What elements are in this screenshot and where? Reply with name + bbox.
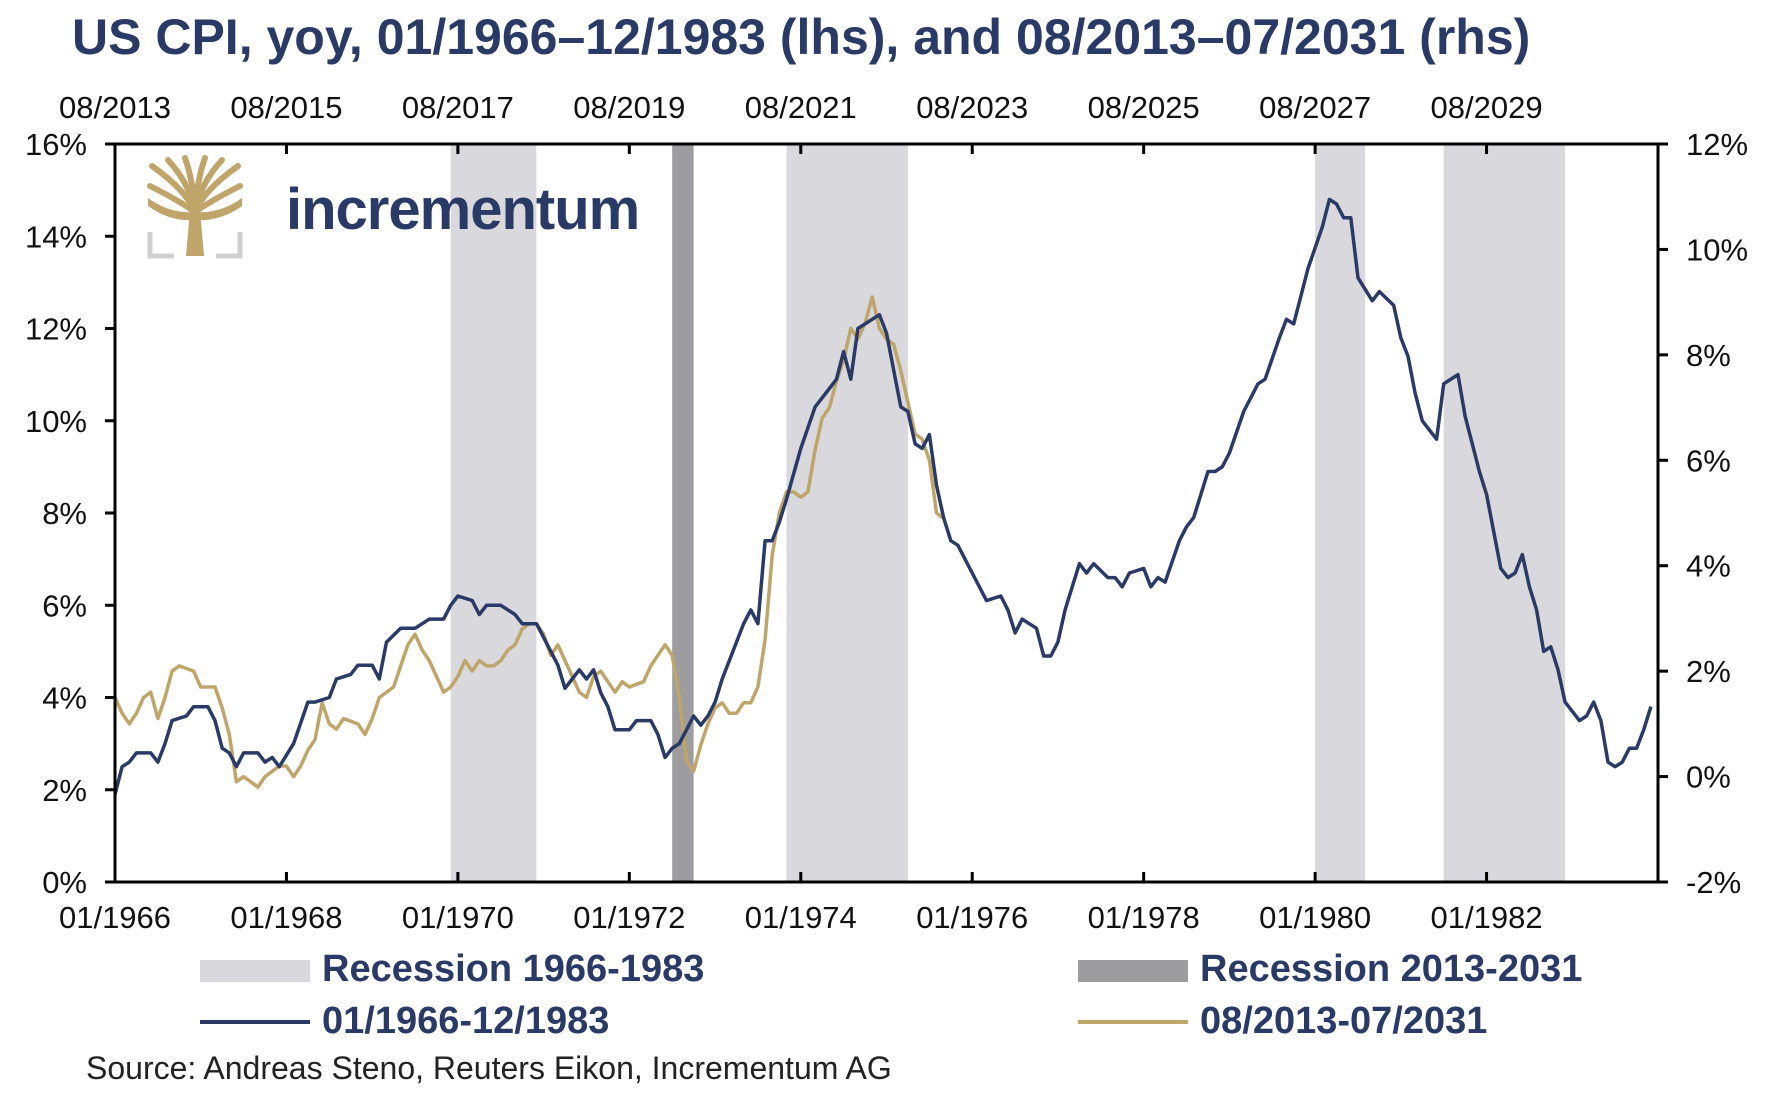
logo-wordmark: incrementum — [286, 177, 640, 242]
recession-band-4 — [1443, 144, 1566, 882]
y-left-tick-label: 6% — [42, 588, 87, 623]
y-right-tick-label: 4% — [1686, 549, 1731, 584]
y-left-tick-label: 2% — [42, 773, 87, 808]
x-top-tick-label: 08/2013 — [59, 90, 171, 125]
legend-label-recession-1966-1983: Recession 1966-1983 — [322, 948, 705, 990]
legend-swatch-series-2013-2031 — [1078, 1020, 1188, 1024]
x-bottom-tick-label: 01/1968 — [230, 900, 342, 935]
y-right-tick-label: 10% — [1686, 232, 1748, 267]
legend-swatch-series-1966-1983 — [200, 1020, 310, 1024]
x-bottom-tick-label: 01/1976 — [916, 900, 1028, 935]
y-right-tick-label: 6% — [1686, 443, 1731, 478]
y-left-tick-label: 4% — [42, 681, 87, 716]
legend-label-series-2013-2031: 08/2013-07/2031 — [1200, 1000, 1488, 1042]
tree-logo-icon — [147, 155, 243, 259]
x-top-tick-label: 08/2023 — [916, 90, 1028, 125]
legend-swatch-recession-2013-2031 — [1078, 960, 1188, 982]
x-top-tick-label: 08/2017 — [402, 90, 514, 125]
x-top-tick-label: 08/2019 — [573, 90, 685, 125]
x-bottom-tick-label: 01/1970 — [402, 900, 514, 935]
logo-crown-base — [148, 198, 242, 221]
legend-label-recession-2013-2031: Recession 2013-2031 — [1200, 948, 1583, 990]
series-lines — [113, 197, 1653, 795]
recession-band-2 — [786, 144, 908, 882]
series-line-01-1966-12-1983 — [113, 197, 1653, 795]
y-right-tick-label: 2% — [1686, 654, 1731, 689]
x-top-tick-label: 08/2015 — [230, 90, 342, 125]
x-bottom-tick-label: 01/1978 — [1088, 900, 1200, 935]
x-top-tick-label: 08/2021 — [745, 90, 857, 125]
x-bottom-tick-label: 01/1966 — [59, 900, 171, 935]
x-top-tick-label: 08/2029 — [1431, 90, 1543, 125]
axes: 01/1966 01/1968 01/1970 01/1972 01/1974 01/19… — [25, 90, 1748, 935]
y-left-tick-label: 14% — [25, 219, 87, 254]
y-left-tick-label: 16% — [25, 127, 87, 162]
logo-branch-8 — [192, 183, 243, 215]
recession-band-1 — [450, 144, 537, 882]
y-right-tick-label: 0% — [1686, 760, 1731, 795]
y-left-tick-label: 10% — [25, 404, 87, 439]
x-bottom-tick-label: 01/1974 — [745, 900, 857, 935]
logo-bracket-left — [147, 232, 174, 259]
y-right-tick-label: 8% — [1686, 338, 1731, 373]
recession-band-3 — [1315, 144, 1366, 882]
x-top-tick-label: 08/2027 — [1259, 90, 1371, 125]
legend-swatch-recession-1966-1983 — [200, 960, 310, 982]
logo-branch-7 — [147, 183, 198, 215]
legend-label-series-1966-1983: 01/1966-12/1983 — [322, 1000, 610, 1042]
y-right-tick-label: 12% — [1686, 127, 1748, 162]
recession-band-5 — [672, 144, 694, 882]
x-bottom-tick-label: 01/1982 — [1431, 900, 1543, 935]
chart-title: US CPI, yoy, 01/1966–12/1983 (lhs), and … — [72, 9, 1531, 65]
y-right-tick-label: -2% — [1686, 865, 1741, 900]
logo-bracket-right — [216, 232, 243, 259]
y-left-tick-label: 0% — [42, 865, 87, 900]
y-left-tick-label: 12% — [25, 312, 87, 347]
x-bottom-tick-label: 01/1980 — [1259, 900, 1371, 935]
x-bottom-tick-label: 01/1972 — [573, 900, 685, 935]
source-note: Source: Andreas Steno, Reuters Eikon, In… — [86, 1050, 892, 1086]
x-top-tick-label: 08/2025 — [1088, 90, 1200, 125]
y-left-tick-label: 8% — [42, 496, 87, 531]
logo-trunk — [186, 210, 204, 256]
recession-bands — [450, 144, 1566, 882]
